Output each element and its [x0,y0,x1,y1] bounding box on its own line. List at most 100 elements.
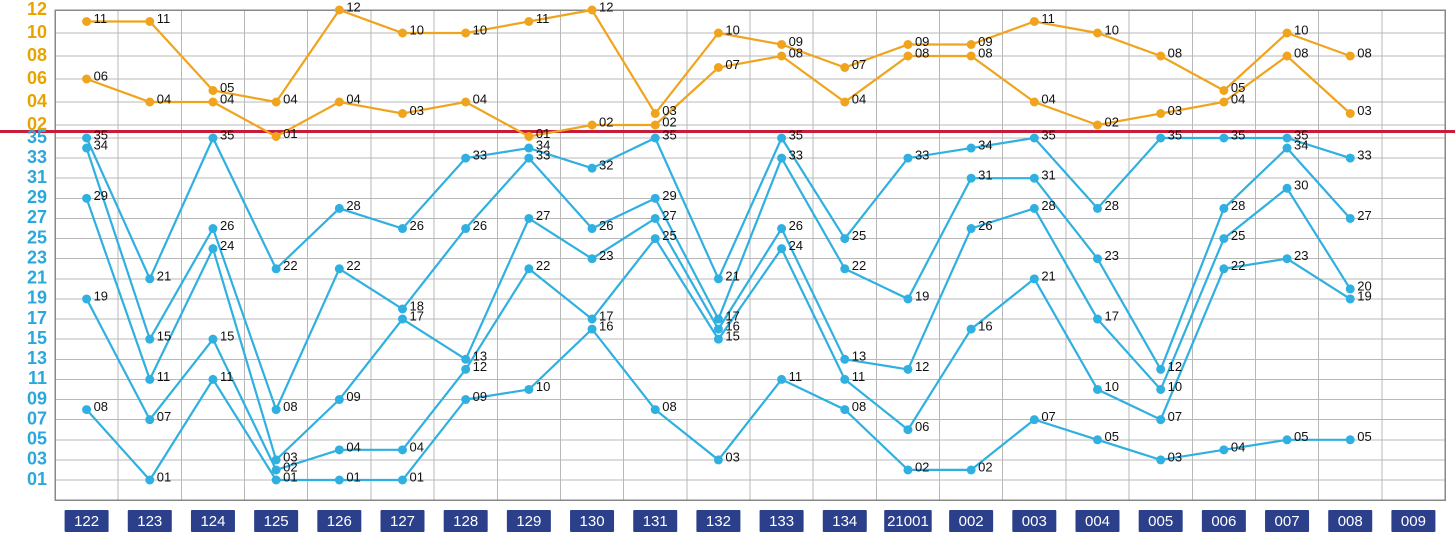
pt-bot [1093,204,1102,213]
pt-bot [145,375,154,384]
point-label: 13 [852,349,866,364]
point-label: 04 [1231,439,1245,454]
point-label: 33 [789,148,803,163]
pt-bot [145,415,154,424]
pt-bot [272,465,281,474]
pt-top [145,17,154,26]
point-label: 03 [725,449,739,464]
pt-top [461,98,470,107]
pt-bot [1283,134,1292,143]
pt-top [398,29,407,38]
pt-top [588,6,597,15]
xaxis-label: 008 [1338,513,1363,530]
pt-bot [82,294,91,303]
yaxis-bot-tick: 23 [27,247,47,267]
yaxis-bot: 010305070911131517192123252729313335 [27,127,47,489]
point-label: 03 [283,449,297,464]
pt-bot [777,134,786,143]
pt-bot [967,224,976,233]
pt-bot [82,144,91,153]
pt-top [1030,98,1039,107]
pt-top [208,86,217,95]
point-label: 22 [346,258,360,273]
point-label: 09 [978,34,992,49]
point-label: 25 [852,228,866,243]
pt-bot [461,224,470,233]
point-label: 11 [157,11,171,26]
pt-bot [82,134,91,143]
pt-bot [208,335,217,344]
point-label: 07 [852,57,866,72]
yaxis-bot-tick: 15 [27,328,47,348]
pt-bot [461,365,470,374]
point-label: 03 [1357,103,1371,118]
pt-top [398,109,407,118]
pt-bot [145,335,154,344]
pt-top [714,29,723,38]
point-label: 11 [157,369,171,384]
yaxis-top-tick: 12 [27,0,47,19]
pt-bot [651,214,660,223]
pt-bot [714,325,723,334]
pt-bot [588,315,597,324]
point-label: 22 [283,258,297,273]
pt-top [777,40,786,49]
point-label: 04 [346,91,360,106]
point-label: 04 [283,91,297,106]
pt-bot [272,455,281,464]
pt-bot [777,224,786,233]
point-label: 12 [599,0,613,14]
pt-top [967,40,976,49]
pt-bot [1030,134,1039,143]
pt-bot [1346,154,1355,163]
xaxis-label: 005 [1148,513,1173,530]
xaxis-label: 124 [200,513,225,530]
yaxis-top: 020406081012 [27,0,47,134]
point-label: 26 [473,218,487,233]
pt-top [651,121,660,130]
point-label: 34 [978,137,992,152]
point-label: 24 [789,238,803,253]
pt-bot [967,465,976,474]
point-label: 11 [220,369,234,384]
point-label: 28 [1041,198,1055,213]
pt-bot [651,405,660,414]
pt-top [82,75,91,84]
point-label: 02 [978,459,992,474]
pt-top [588,121,597,130]
pt-bot [1156,385,1165,394]
line-bot-series-1 [87,239,1351,470]
pt-bot [272,476,281,485]
pt-top [524,132,533,141]
point-label: 28 [1231,198,1245,213]
pt-bot [524,264,533,273]
pt-top [903,52,912,61]
point-label: 07 [725,57,739,72]
point-label: 09 [915,34,929,49]
pt-bot [1156,365,1165,374]
pt-top [145,98,154,107]
line-bot-series-4 [87,138,1351,279]
pt-top [967,52,976,61]
pt-bot [651,134,660,143]
xaxis-label: 126 [327,513,352,530]
pt-bot [967,325,976,334]
chart-svg: 0204060810120103050709111315171921232527… [0,0,1455,541]
point-label: 10 [725,22,739,37]
point-label: 35 [789,127,803,142]
yaxis-bot-tick: 13 [27,348,47,368]
point-label: 08 [852,399,866,414]
point-label: 19 [915,288,929,303]
point-label: 05 [1294,429,1308,444]
pt-top [1346,109,1355,118]
pt-bot [1219,204,1228,213]
pt-bot [524,385,533,394]
pt-top [272,132,281,141]
yaxis-bot-tick: 05 [27,429,47,449]
point-label: 01 [157,469,171,484]
pt-top [272,98,281,107]
pt-top [777,52,786,61]
point-label: 08 [1357,45,1371,60]
pt-bot [1030,415,1039,424]
point-label: 11 [789,369,803,384]
